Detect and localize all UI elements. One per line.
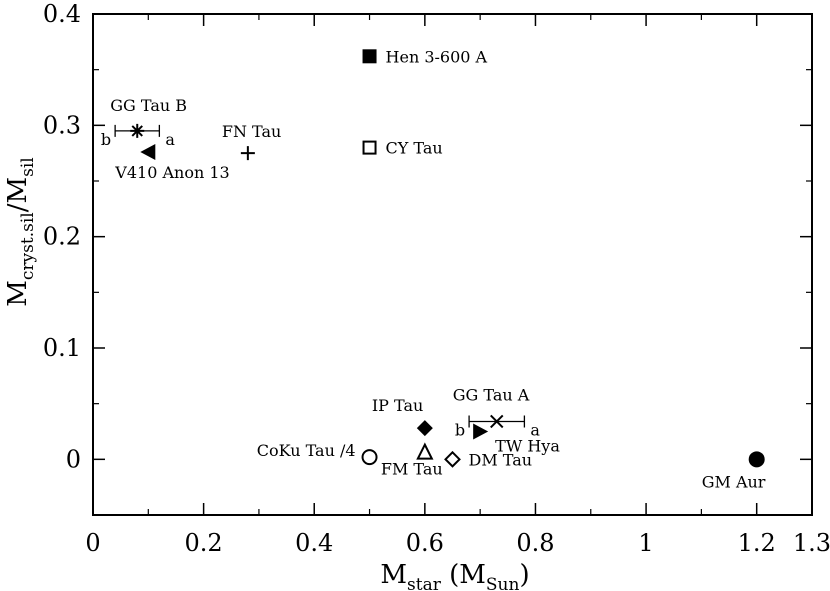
point-label: CY Tau — [386, 139, 443, 158]
x-tick-label: 1.2 — [738, 529, 776, 557]
point-label: FN Tau — [222, 122, 281, 141]
point-label: GG Tau A — [453, 385, 530, 404]
y-axis-title-main: M — [3, 280, 33, 307]
x-axis-title-sub: star — [407, 575, 442, 591]
x-tick-label: 0.6 — [406, 529, 444, 557]
x-axis-title-main: M — [380, 560, 407, 590]
point-hen-3-600-a — [362, 49, 377, 64]
y-tick-label: 0.3 — [43, 111, 81, 139]
point-fn-tau — [240, 146, 255, 161]
point-label: V410 Anon 13 — [114, 163, 229, 182]
point-label: CoKu Tau /4 — [257, 441, 356, 460]
point-label: GM Aur — [702, 472, 766, 491]
data-points — [114, 49, 765, 468]
point-label: DM Tau — [469, 450, 533, 469]
point-fm-tau — [416, 442, 434, 460]
y-tick-label: 0 — [66, 445, 81, 473]
axis-tick-labels: 0 0.2 0.4 0.6 0.8 1 1.2 1.3 0 0.1 0.2 0.3 0.4 — [43, 0, 830, 557]
y-tick-label: 0.1 — [43, 334, 81, 362]
point-v410-anon-13 — [140, 144, 156, 161]
point-coku-tau-4 — [361, 449, 378, 466]
point-gg-tau-a — [490, 414, 504, 429]
point-label: FM Tau — [381, 460, 443, 479]
error-bar-label-high: a — [530, 420, 540, 439]
y-axis-title-sub2: sil — [18, 157, 38, 177]
error-bar-label-high: a — [165, 130, 175, 149]
x-tick-label: 0.2 — [185, 529, 223, 557]
point-ip-tau — [416, 420, 433, 437]
point-tw-hya — [473, 423, 489, 440]
plot-frame — [92, 13, 813, 516]
y-axis-title-mid: /M — [3, 177, 33, 212]
axis-ticks — [92, 13, 813, 516]
x-tick-label: 1.3 — [793, 529, 830, 557]
point-label: Hen 3-600 A — [386, 47, 488, 66]
y-tick-label: 0.2 — [43, 223, 81, 251]
x-tick-label: 0.8 — [516, 529, 554, 557]
x-tick-label: 0.4 — [295, 529, 333, 557]
x-axis-title-sub2: Sun — [486, 575, 520, 591]
x-tick-label: 1 — [638, 529, 653, 557]
x-axis-title-end: ) — [519, 560, 529, 590]
point-dm-tau — [444, 450, 461, 468]
y-axis-title: Mcryst.sil/Msil — [3, 157, 38, 306]
point-label: IP Tau — [372, 396, 423, 415]
y-tick-label: 0.4 — [43, 0, 81, 28]
error-bar-label-low: b — [101, 130, 111, 149]
x-axis-title-mid: (M — [441, 560, 486, 590]
error-bar-label-low: b — [455, 420, 465, 439]
x-tick-label: 0 — [85, 529, 100, 557]
y-axis-title-sub: cryst.sil — [18, 212, 38, 280]
point-label: TW Hya — [495, 437, 560, 456]
point-cy-tau — [362, 140, 377, 155]
point-gg-tau-b — [130, 123, 145, 138]
point-label: GG Tau B — [110, 96, 187, 115]
point-gm-aur — [748, 451, 765, 468]
x-axis-title: Mstar (MSun) — [380, 560, 529, 591]
